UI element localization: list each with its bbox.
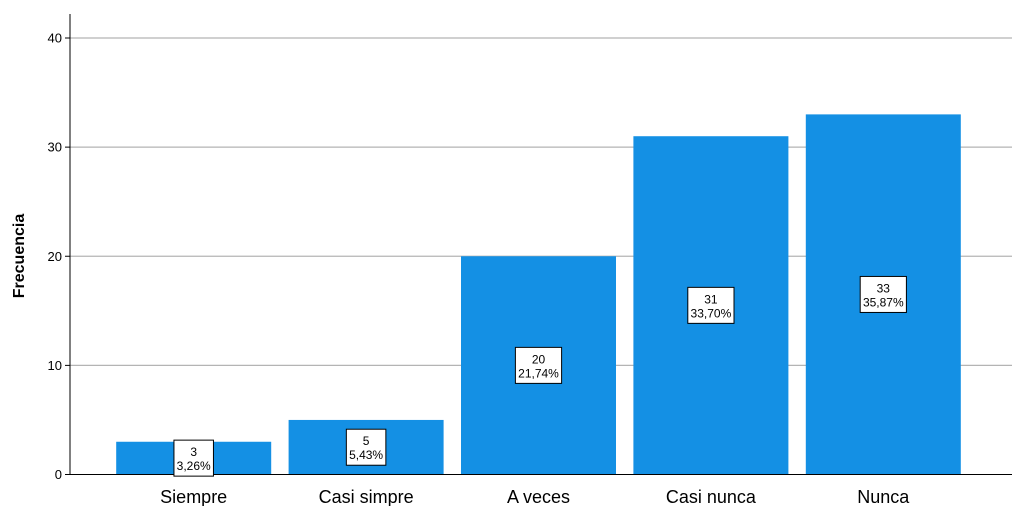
x-tick-label: Casi nunca: [666, 487, 757, 506]
data-label: 33,26%: [173, 439, 214, 477]
data-label: 55,43%: [345, 428, 387, 466]
data-label-percent: 3,26%: [177, 459, 211, 473]
x-tick-labels: Siempre Casi simpre A veces Casi nunca Nunca: [160, 487, 910, 506]
data-label-box: [345, 428, 387, 466]
x-tick-label: Siempre: [160, 487, 227, 506]
y-tick-label: 20: [48, 249, 62, 264]
data-label-count: 3: [190, 445, 197, 459]
data-label-percent: 5,43%: [349, 448, 383, 462]
data-label-count: 33: [877, 281, 891, 295]
data-label-count: 31: [704, 292, 718, 306]
data-label-percent: 21,74%: [518, 366, 559, 380]
y-tick-label: 30: [48, 140, 62, 155]
y-tick-label: 10: [48, 358, 62, 373]
bars: [116, 114, 961, 475]
data-label-box: [173, 439, 214, 477]
y-tick-label: 0: [55, 467, 62, 482]
y-tick-label: 40: [48, 31, 62, 46]
y-ticks: 0 10 20 30 40: [48, 31, 70, 482]
y-axis-label: Frecuencia: [11, 214, 28, 299]
data-label-percent: 35,87%: [863, 295, 904, 309]
data-label-box: [514, 346, 563, 384]
x-tick-label: A veces: [507, 487, 570, 506]
x-tick-label: Casi simpre: [319, 487, 414, 506]
data-label-box: [687, 286, 735, 324]
axes: [69, 14, 1012, 475]
data-label-percent: 33,70%: [691, 306, 732, 320]
data-label-count: 20: [532, 352, 546, 366]
data-label-box: [859, 275, 907, 313]
x-tick-label: Nunca: [857, 487, 910, 506]
data-label-count: 5: [363, 434, 370, 448]
